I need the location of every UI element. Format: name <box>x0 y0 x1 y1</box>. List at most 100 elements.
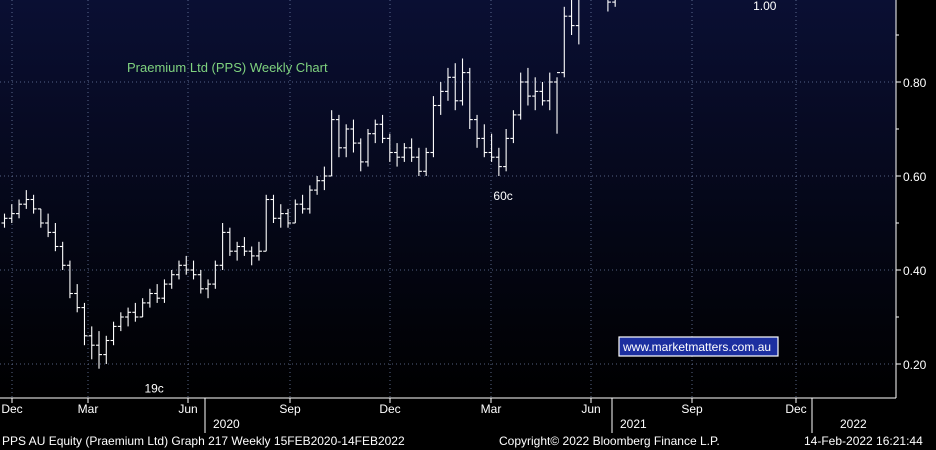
year-label: 2022 <box>840 417 867 431</box>
ohlc-bar <box>607 0 611 12</box>
ohlc-bar <box>183 255 190 275</box>
x-tick-label: Dec <box>785 402 806 416</box>
price-chart: 0.200.400.600.801.001.201.401.60DecMarJu… <box>0 0 927 433</box>
annotation-label: 60c <box>493 189 512 203</box>
x-tick-label: Dec <box>379 402 400 416</box>
annotation-label: 19c <box>144 382 163 396</box>
ohlc-bar <box>8 204 15 223</box>
ohlc-bar <box>459 58 466 106</box>
x-tick-label: Jun <box>178 402 197 416</box>
ohlc-bar <box>37 208 44 228</box>
ohlc-bar <box>110 321 117 346</box>
ohlc-bar <box>306 185 313 214</box>
x-tick-label: Mar <box>481 402 502 416</box>
ohlc-bar <box>350 119 357 153</box>
ohlc-bar <box>554 72 561 134</box>
ohlc-bars <box>1 0 616 369</box>
ohlc-bar <box>488 133 495 162</box>
ohlc-bar <box>219 223 226 270</box>
year-label: 2020 <box>213 417 240 431</box>
ohlc-bar <box>248 246 255 266</box>
year-label: 2021 <box>620 417 647 431</box>
ohlc-bar <box>568 0 575 35</box>
ohlc-bar <box>154 284 161 303</box>
ohlc-bar <box>226 227 233 256</box>
y-tick-label: 0.40 <box>903 264 927 278</box>
footer-timestamp: 14-Feb-2022 16:21:44 <box>804 434 923 448</box>
ohlc-bar <box>30 194 37 214</box>
ohlc-bar <box>197 270 204 294</box>
annotation-label: 1.00 <box>753 0 777 13</box>
ohlc-bar <box>255 241 262 261</box>
ohlc-bar <box>125 307 132 327</box>
ohlc-bar <box>386 133 393 162</box>
ohlc-bar <box>517 72 524 120</box>
ohlc-bar <box>205 279 212 299</box>
ohlc-bar <box>132 302 139 322</box>
ohlc-bar <box>1 213 8 228</box>
ohlc-bar <box>88 326 95 360</box>
ohlc-bar <box>466 67 473 129</box>
ohlc-bar <box>146 288 153 308</box>
ohlc-bar <box>452 63 459 111</box>
x-tick-label: Mar <box>78 402 99 416</box>
ohlc-bar <box>103 335 110 364</box>
ohlc-bar <box>321 166 328 191</box>
footer-bar: PPS AU Equity (Praemium Ltd) Graph 217 W… <box>0 433 936 450</box>
ohlc-bar <box>314 176 321 195</box>
x-tick-label: Sep <box>681 402 703 416</box>
ohlc-bar <box>66 260 73 299</box>
ohlc-bar <box>139 298 146 318</box>
y-tick-label: 0.80 <box>903 76 927 90</box>
ohlc-bar <box>474 114 481 148</box>
ohlc-bar <box>546 72 553 111</box>
ohlc-bar <box>328 110 335 177</box>
ohlc-bar <box>401 143 408 162</box>
x-tick-label: Sep <box>279 402 301 416</box>
ohlc-bar <box>372 119 379 144</box>
ohlc-bar <box>212 260 219 289</box>
footer-security-info: PPS AU Equity (Praemium Ltd) Graph 217 W… <box>2 434 405 448</box>
ohlc-bar <box>430 96 437 158</box>
ohlc-bar <box>524 67 531 106</box>
y-tick-label: 0.20 <box>903 358 927 372</box>
ohlc-bar <box>495 147 502 176</box>
ohlc-bar <box>379 114 386 144</box>
ohlc-bar <box>444 67 451 101</box>
ohlc-bar <box>190 260 197 280</box>
ohlc-bar <box>81 302 88 346</box>
y-tick-label: 0.60 <box>903 170 927 184</box>
ohlc-bar <box>575 0 580 45</box>
ohlc-bar <box>52 223 59 252</box>
ohlc-bar <box>561 6 568 78</box>
ohlc-bar <box>408 138 415 162</box>
ohlc-bar <box>503 129 510 172</box>
ohlc-bar <box>45 213 52 238</box>
ohlc-bar <box>437 82 444 115</box>
ohlc-bar <box>612 0 616 7</box>
ohlc-bar <box>23 190 30 209</box>
ohlc-bar <box>532 77 539 111</box>
ohlc-bar <box>16 199 23 219</box>
ohlc-bar <box>292 199 299 224</box>
ohlc-bar <box>423 147 430 176</box>
ohlc-bar <box>285 208 292 228</box>
ohlc-bar <box>335 114 342 158</box>
ohlc-bar <box>365 129 371 167</box>
ohlc-bar <box>175 260 182 280</box>
ohlc-bar <box>74 284 81 313</box>
ohlc-bar <box>59 241 66 270</box>
footer-copyright: Copyright© 2022 Bloomberg Finance L.P. <box>499 434 720 448</box>
ohlc-bar <box>539 82 546 106</box>
x-tick-label: Jun <box>581 402 600 416</box>
ohlc-bar <box>343 124 350 158</box>
ohlc-bar <box>263 194 270 252</box>
ohlc-bar <box>394 143 401 167</box>
plot-background <box>0 0 896 398</box>
ohlc-bar <box>277 204 284 228</box>
watermark-box[interactable]: www.marketmatters.com.au <box>618 336 779 357</box>
watermark-text[interactable]: www.marketmatters.com.au <box>622 340 771 354</box>
ohlc-bar <box>96 331 103 369</box>
x-tick-label: Dec <box>1 402 22 416</box>
